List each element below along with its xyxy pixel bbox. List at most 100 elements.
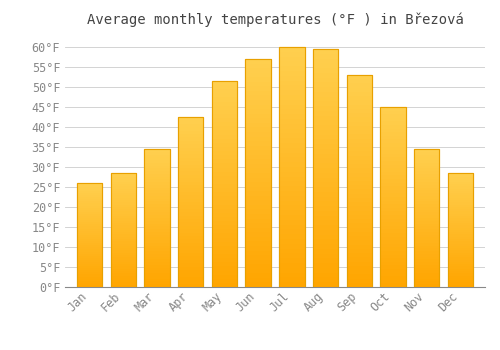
Bar (313, 168, 338, 173)
Bar (144, 174, 170, 177)
Bar (279, 253, 304, 258)
Bar (144, 210, 170, 212)
Bar (313, 63, 338, 68)
Bar (77, 245, 102, 247)
Bar (178, 270, 204, 273)
Bar (212, 213, 237, 217)
Bar (110, 253, 136, 255)
Bar (110, 211, 136, 214)
Bar (77, 220, 102, 222)
Bar (380, 111, 406, 114)
Bar (380, 215, 406, 219)
Bar (178, 131, 204, 134)
Bar (380, 107, 406, 111)
Bar (212, 238, 237, 242)
Bar (279, 128, 304, 133)
Bar (144, 229, 170, 232)
Bar (212, 188, 237, 192)
Bar (212, 110, 237, 114)
Bar (178, 188, 204, 192)
Bar (178, 267, 204, 270)
Bar (279, 186, 304, 191)
Bar (212, 254, 237, 258)
Bar (279, 215, 304, 220)
Bar (212, 106, 237, 110)
Bar (313, 263, 338, 268)
Bar (77, 214, 102, 216)
Bar (212, 246, 237, 250)
Bar (77, 266, 102, 268)
Bar (178, 144, 204, 148)
Bar (77, 252, 102, 254)
Bar (110, 280, 136, 282)
Bar (110, 241, 136, 244)
Bar (212, 192, 237, 196)
Bar (380, 280, 406, 284)
Bar (144, 202, 170, 204)
Bar (110, 186, 136, 189)
Bar (414, 226, 440, 229)
Bar (448, 264, 473, 266)
Bar (414, 166, 440, 168)
Bar (110, 244, 136, 246)
Bar (77, 260, 102, 262)
Bar (448, 205, 473, 207)
Bar (279, 52, 304, 57)
Bar (380, 197, 406, 201)
Bar (380, 219, 406, 222)
Bar (448, 255, 473, 257)
Bar (448, 186, 473, 189)
Bar (110, 205, 136, 207)
Bar (178, 236, 204, 239)
Bar (346, 274, 372, 279)
Bar (246, 241, 271, 246)
Bar (414, 257, 440, 259)
Bar (110, 225, 136, 228)
Bar (110, 273, 136, 275)
Bar (144, 234, 170, 237)
Bar (110, 275, 136, 278)
Bar (246, 96, 271, 100)
Bar (380, 276, 406, 280)
Bar (279, 71, 304, 76)
Bar (246, 205, 271, 210)
Bar (144, 177, 170, 179)
Bar (313, 177, 338, 182)
Bar (279, 95, 304, 100)
Bar (313, 73, 338, 78)
Bar (346, 100, 372, 105)
Bar (313, 234, 338, 239)
Bar (414, 152, 440, 154)
Bar (178, 202, 204, 205)
Bar (346, 228, 372, 232)
Bar (380, 168, 406, 172)
Bar (313, 268, 338, 273)
Bar (279, 114, 304, 119)
Bar (178, 117, 204, 287)
Bar (313, 225, 338, 230)
Bar (212, 93, 237, 98)
Bar (313, 206, 338, 211)
Bar (279, 225, 304, 229)
Bar (212, 102, 237, 106)
Bar (212, 221, 237, 225)
Bar (313, 163, 338, 168)
Bar (313, 197, 338, 201)
Bar (279, 80, 304, 85)
Bar (144, 243, 170, 246)
Bar (380, 265, 406, 269)
Bar (178, 161, 204, 164)
Bar (414, 284, 440, 287)
Bar (448, 198, 473, 200)
Bar (414, 171, 440, 174)
Bar (346, 126, 372, 130)
Bar (212, 81, 237, 287)
Bar (212, 176, 237, 180)
Bar (279, 234, 304, 239)
Bar (380, 183, 406, 186)
Bar (144, 179, 170, 182)
Bar (279, 282, 304, 287)
Bar (246, 127, 271, 132)
Bar (380, 201, 406, 204)
Bar (144, 207, 170, 210)
